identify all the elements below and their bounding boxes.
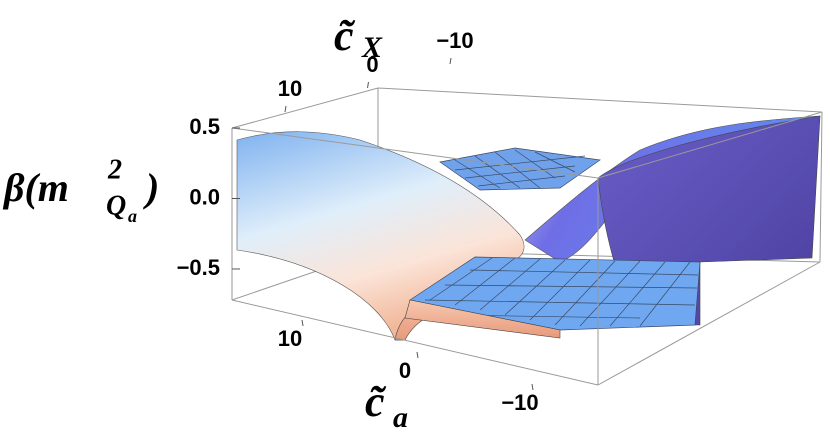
y-axis-label: c̃ [334, 11, 355, 60]
y-tick [449, 57, 452, 65]
y-tick-label: 10 [278, 76, 302, 101]
y-tick [367, 81, 369, 89]
z-tick-label: 0.0 [189, 184, 220, 209]
z-axis-label-sub: Q [106, 190, 126, 221]
x-axis-label: c̃ [365, 377, 386, 426]
x-tick [531, 383, 534, 391]
z-axis-label-close: ) [143, 165, 159, 210]
x-axis-label-sub: a [393, 401, 408, 434]
bounding-box-front [231, 111, 823, 386]
y-axis-label-sub: X [361, 31, 383, 64]
z-axis-label-subsub: a [128, 206, 137, 226]
y-tick [284, 105, 287, 113]
surface [236, 115, 821, 341]
z-axis-label: β(m [2, 165, 69, 210]
x-tick-label: 0 [399, 358, 411, 383]
z-axis-label-sup: 2 [107, 154, 122, 185]
x-tick [301, 319, 304, 327]
y-tick-label: −10 [436, 28, 473, 53]
x-tick-label: 10 [278, 326, 302, 351]
y-tick-label: 0 [366, 52, 378, 77]
x-tick [416, 351, 419, 359]
z-tick-label: −0.5 [177, 255, 220, 280]
x-tick-label: −10 [501, 390, 538, 415]
z-tick-label: 0.5 [189, 114, 220, 139]
